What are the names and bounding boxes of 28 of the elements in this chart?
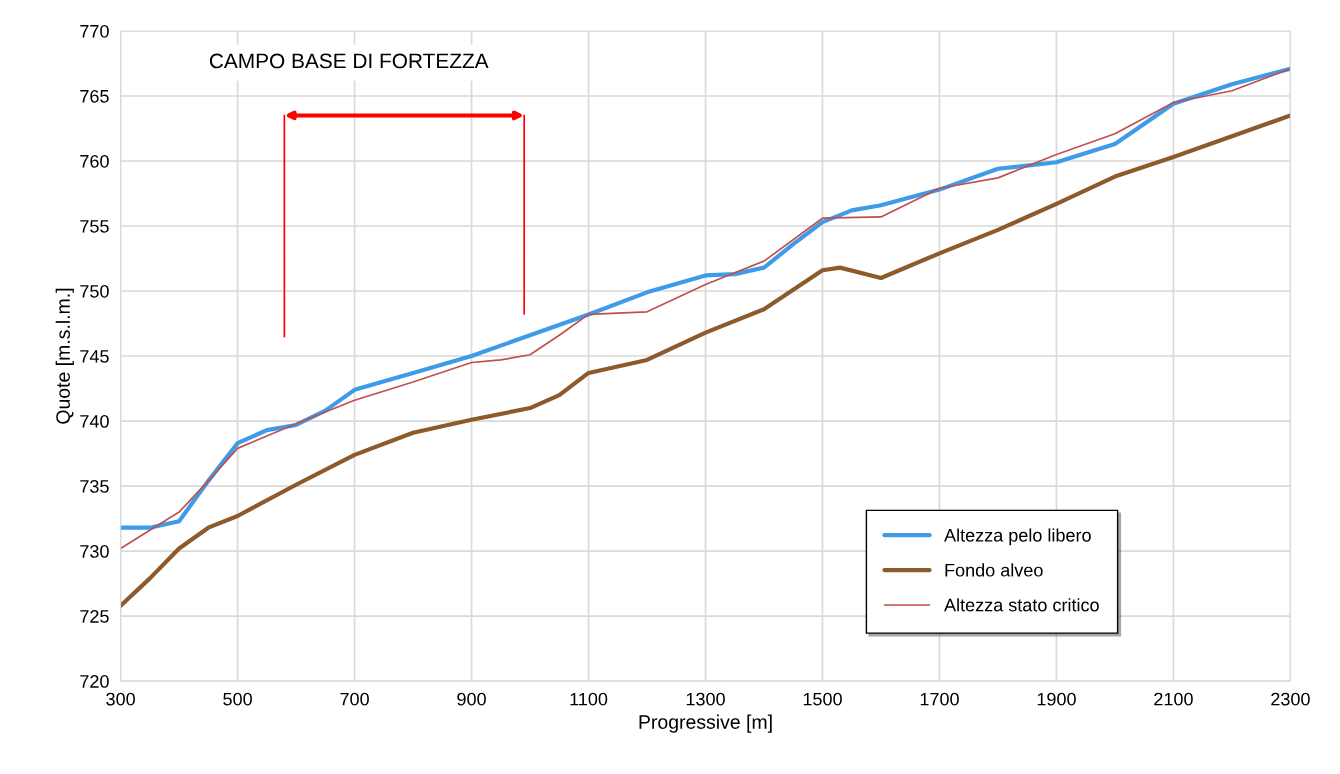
y-tick-label: 735 <box>80 480 109 493</box>
x-tick-label: 900 <box>457 692 486 706</box>
y-tick-label: 750 <box>80 284 109 298</box>
x-tick-label: 300 <box>106 692 135 706</box>
x-tick-label: 1700 <box>920 692 959 706</box>
y-tick-label: 730 <box>80 545 109 558</box>
y-tick-label: 720 <box>80 675 109 688</box>
x-axis-title: Progressive [m] <box>639 714 772 733</box>
x-tick-label: 1100 <box>570 692 608 706</box>
annotation: CAMPO BASE DI FORTEZZA <box>209 53 489 69</box>
x-tick-label: 1300 <box>686 692 725 706</box>
y-tick-label: 765 <box>80 89 109 103</box>
x-tick-label: 2300 <box>1271 692 1310 706</box>
x-tick-label: 700 <box>340 692 369 706</box>
x-tick-label: 1900 <box>1037 692 1076 706</box>
x-tick-label: 1500 <box>803 692 842 706</box>
y-tick-label: 770 <box>80 24 109 38</box>
y-tick-label: 725 <box>80 610 109 623</box>
y-tick-label: 755 <box>80 220 109 233</box>
y-tick-label: 745 <box>80 350 109 363</box>
legend-label: Fondo alveo <box>945 563 1043 577</box>
legend-label: Altezza pelo libero <box>944 528 1091 546</box>
y-axis-title: Quote [m.s.l.m.] <box>55 288 74 424</box>
y-tick-label: 740 <box>80 414 109 428</box>
x-tick-label: 500 <box>223 692 252 706</box>
x-tick-label: 2100 <box>1154 692 1193 706</box>
legend-label: Altezza stato critico <box>944 598 1099 612</box>
y-tick-label: 760 <box>80 154 109 168</box>
